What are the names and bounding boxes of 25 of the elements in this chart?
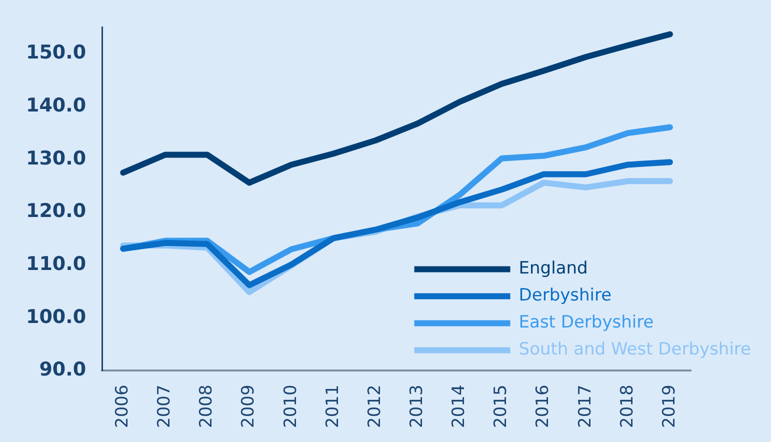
x-tick-label: 2009 [238, 384, 259, 428]
y-tick-label: 150.0 [26, 42, 86, 64]
x-tick-label: 2014 [449, 384, 470, 428]
text: England [518, 258, 588, 279]
y-tick-label: 110.0 [26, 253, 86, 276]
y-tick-label: 130.0 [26, 147, 86, 170]
x-tick-label: 2015 [491, 384, 512, 428]
x-tick-label: 2018 [617, 384, 638, 428]
text: East Derbyshire [518, 312, 654, 333]
x-tick-label: 2017 [575, 384, 596, 428]
text: Derbyshire [518, 286, 612, 306]
y-tick-label: 140.0 [26, 94, 86, 117]
x-tick-label: 2008 [196, 384, 217, 428]
y-tick-label: 100.0 [26, 306, 86, 328]
x-tick-label: 2011 [322, 384, 343, 428]
x-tick-label: 2006 [112, 384, 133, 428]
y-tick-label: 90.0 [39, 358, 86, 381]
x-tick-label: 2016 [533, 384, 554, 428]
x-tick-label: 2007 [154, 384, 175, 428]
y-tick-label: 120.0 [26, 200, 86, 222]
x-tick-label: 2019 [659, 384, 680, 428]
x-tick-label: 2010 [280, 384, 301, 428]
x-tick-label: 2012 [364, 384, 385, 428]
text: South and West Derbyshire [518, 340, 752, 360]
x-tick-label: 2013 [407, 384, 428, 428]
